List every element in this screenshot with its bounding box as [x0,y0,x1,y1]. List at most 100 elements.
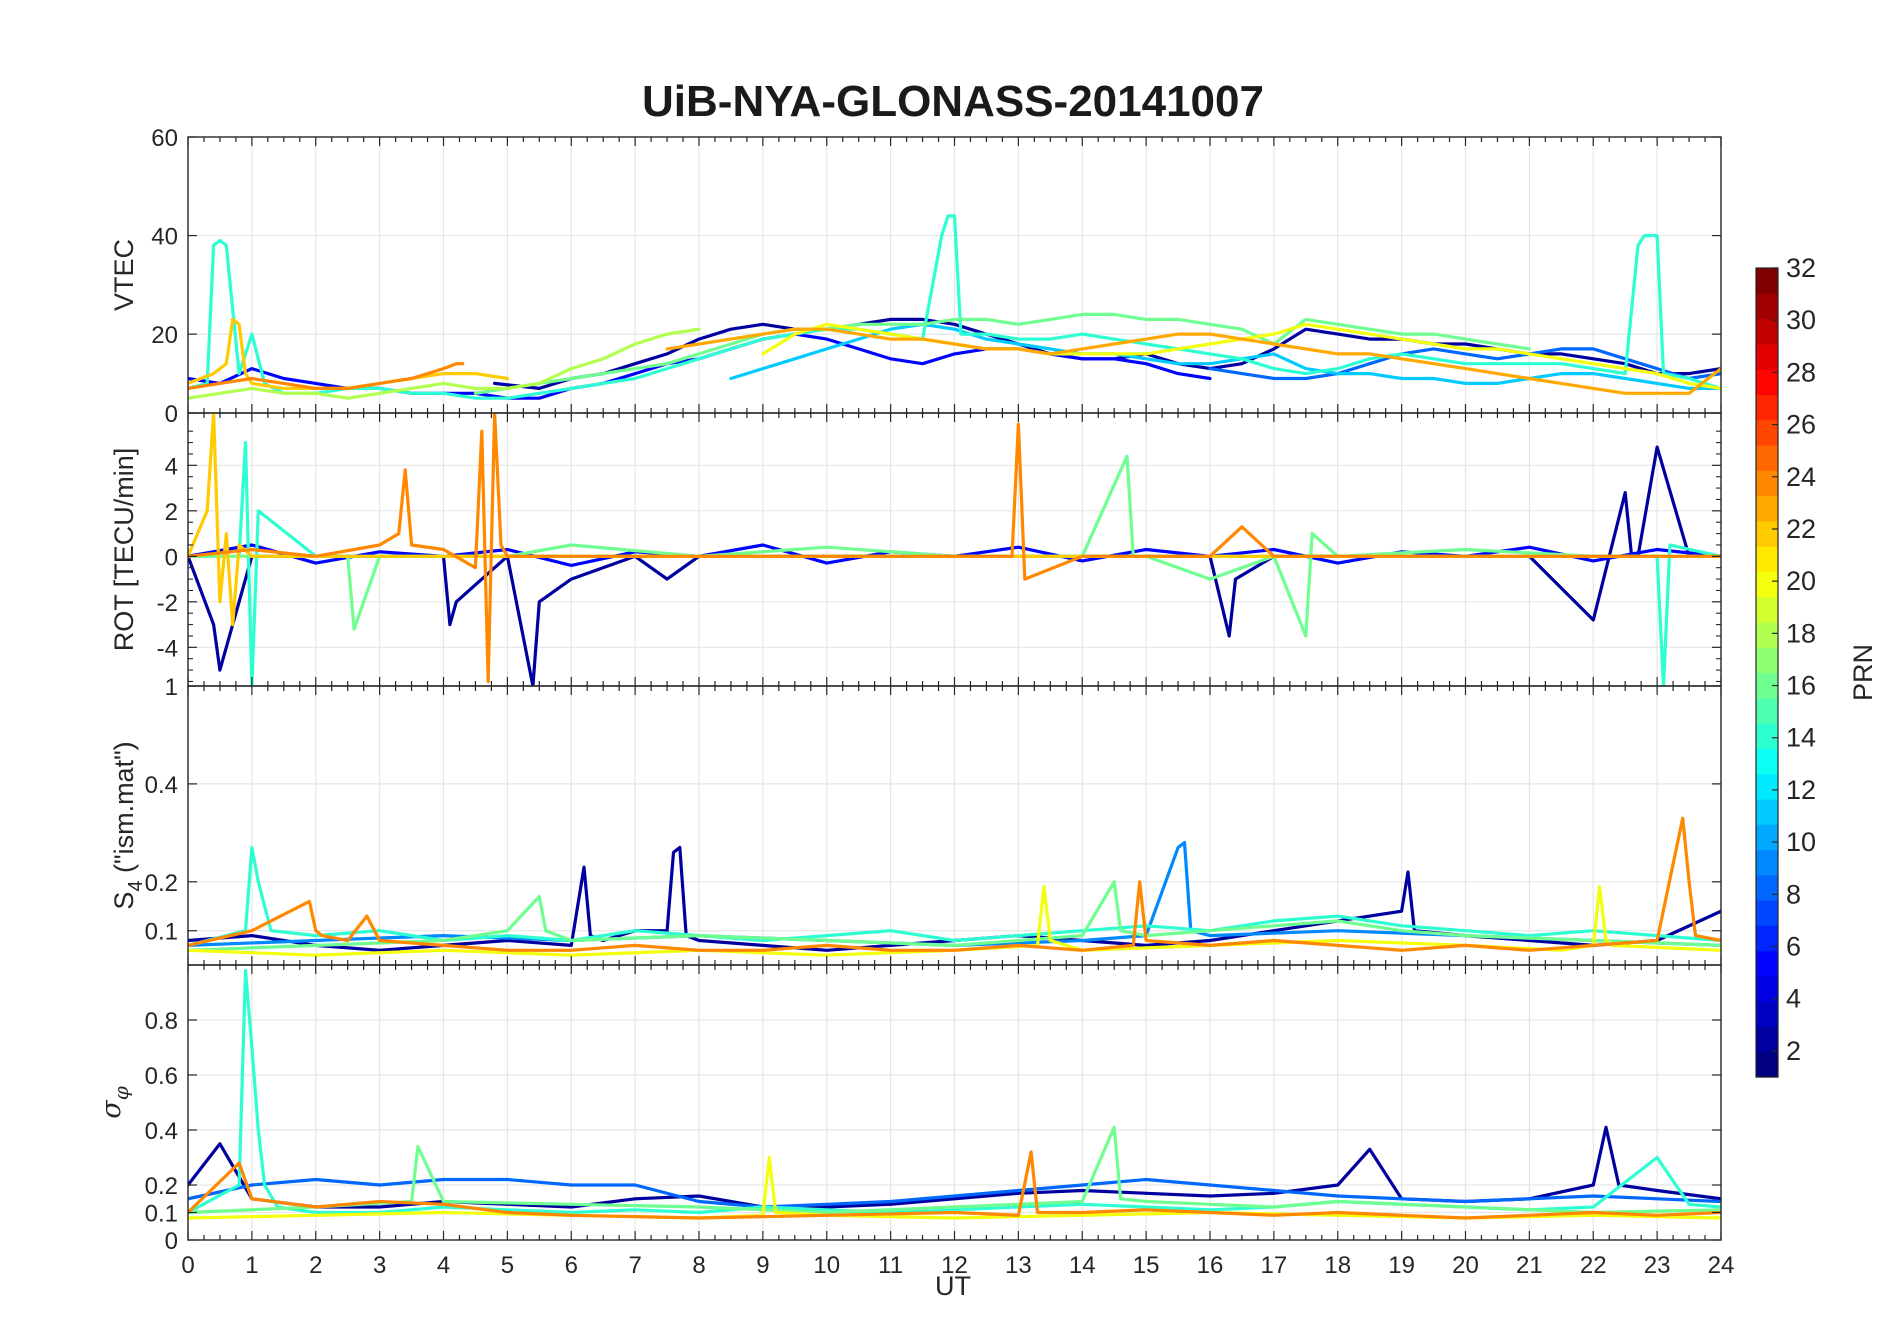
s4-series-group [188,816,1721,957]
colorbar-segment [1756,520,1778,547]
sigma-y-tick-label: 0.1 [145,1201,178,1228]
colorbar-segment [1756,748,1778,775]
colorbar-segment [1756,268,1778,294]
x-tick-label: 6 [565,1252,578,1279]
sigma-y-tick-label: 0.6 [145,1063,178,1090]
colorbar-tick-label: 20 [1786,566,1816,596]
colorbar-segment [1756,773,1778,800]
vtec-y-tick-label: 60 [151,125,178,152]
panel-rot: -4 -2 0 2 4 0 ROT [TECU/min] [109,401,1722,687]
colorbar-tick-label: 22 [1786,514,1816,544]
rot-y-tick-label: 4 [165,453,178,480]
x-tick-label: 23 [1644,1252,1671,1279]
s4-y-tick-label: 0.2 [145,870,178,897]
colorbar-tick-label: 12 [1786,775,1816,805]
panel-s4: 0.1 0.2 0.4 1 S4 ("ism.mat") [109,674,1722,966]
colorbar-tick-label: 8 [1786,879,1801,909]
rot-y-tick-label: -4 [157,635,178,662]
sigma-y-tick-label: 0.4 [145,1118,178,1145]
vtec-series-prn-8 [1208,347,1721,381]
colorbar-segment [1756,419,1778,446]
colorbar-segment [1756,1026,1778,1053]
colorbar-segment [1756,849,1778,876]
colorbar-segment [1756,571,1778,598]
x-tick-label: 22 [1580,1252,1607,1279]
rot-y-tick-label: 0 [165,401,178,428]
colorbar-tick-label: 30 [1786,305,1816,335]
colorbar-segment [1756,293,1778,320]
vtec-y-tick-label: 40 [151,224,178,251]
colorbar-segment [1756,318,1778,345]
rot-series-prn-16 [188,454,1721,638]
colorbar-segment [1756,546,1778,572]
x-tick-label: 11 [878,1252,903,1279]
colorbar-segment [1756,950,1778,977]
colorbar-tick-label: 2 [1786,1036,1801,1066]
s4-y-tick-label: 0.1 [145,919,178,946]
sigma-series-prn-16 [188,1125,1721,1215]
colorbar-segment [1756,975,1778,1002]
colorbar-tick-label: 26 [1786,410,1816,440]
rot-series-prn-24 [188,413,1721,684]
colorbar-segment [1756,1001,1778,1028]
x-tick-label: 15 [1133,1252,1160,1279]
colorbar-tick-label: 32 [1786,253,1816,283]
colorbar-segment [1756,369,1778,396]
colorbar-frame [1755,267,1779,1078]
x-tick-label: 13 [1005,1252,1032,1279]
x-tick-label: 14 [1069,1252,1096,1279]
vtec-series-prn-11 [729,322,1721,390]
colorbar-segment [1756,723,1778,749]
x-tick-label: 3 [373,1252,386,1279]
x-tick-label: 18 [1324,1252,1351,1279]
x-tick-label: 0 [181,1252,194,1279]
colorbar-segment [1756,824,1778,851]
colorbar-tick-label: 6 [1786,932,1801,962]
sigma-y-tick-label: 0.2 [145,1173,178,1200]
vtec-series-prn-22 [188,317,509,390]
x-tick-label: 8 [692,1252,705,1279]
colorbar-segment [1756,1051,1778,1078]
x-tick-label: 21 [1516,1252,1543,1279]
x-tick-label: 20 [1452,1252,1479,1279]
panel-vtec: 20 40 60 VTEC [109,125,1722,414]
vtec-series-group [188,214,1721,400]
rot-series-group [188,413,1721,686]
sigma-series-prn-8 [188,1177,1721,1209]
colorbar-segment [1756,647,1778,674]
sigma-series-prn-24 [188,1150,1721,1220]
colorbar-tick-label: 10 [1786,827,1816,857]
rot-y-tick-label: 2 [165,499,178,526]
rot-y-tick-label: -2 [157,590,178,617]
colorbar-tick-label: 4 [1786,984,1801,1014]
x-tick-label: 24 [1708,1252,1735,1279]
rot-y-tick-label: 0 [165,544,178,571]
colorbar-segment [1756,470,1778,497]
x-tick-label: 12 [941,1252,968,1279]
x-tick-label: 2 [309,1252,322,1279]
colorbar-segment [1756,925,1778,952]
x-tick-label: 1 [245,1252,258,1279]
chart-title: UiB-NYA-GLONASS-20141007 [642,77,1264,126]
sigma-y-axis-label: σφ [96,1086,133,1118]
colorbar-tick-label: 14 [1786,723,1816,753]
x-tick-label: 19 [1388,1252,1415,1279]
s4-series-prn-24 [188,816,1721,952]
sigma-y-tick-label: 0.8 [145,1008,178,1035]
s4-series-prn-20 [188,885,1721,957]
x-tick-label: 16 [1197,1252,1224,1279]
s4-y-tick-label: 0.4 [145,772,178,799]
x-tick-label: 10 [813,1252,840,1279]
x-tick-label: 9 [756,1252,769,1279]
colorbar-segment [1756,444,1778,471]
colorbar-segment [1756,621,1778,648]
colorbar-tick-label: 24 [1786,462,1816,492]
colorbar-label: PRN [1848,644,1878,701]
s4-y-tick-label: 1 [165,674,178,701]
colorbar-segment [1756,495,1778,522]
vtec-series-prn-16 [473,312,1532,395]
vtec-series-prn-23 [665,327,1721,395]
